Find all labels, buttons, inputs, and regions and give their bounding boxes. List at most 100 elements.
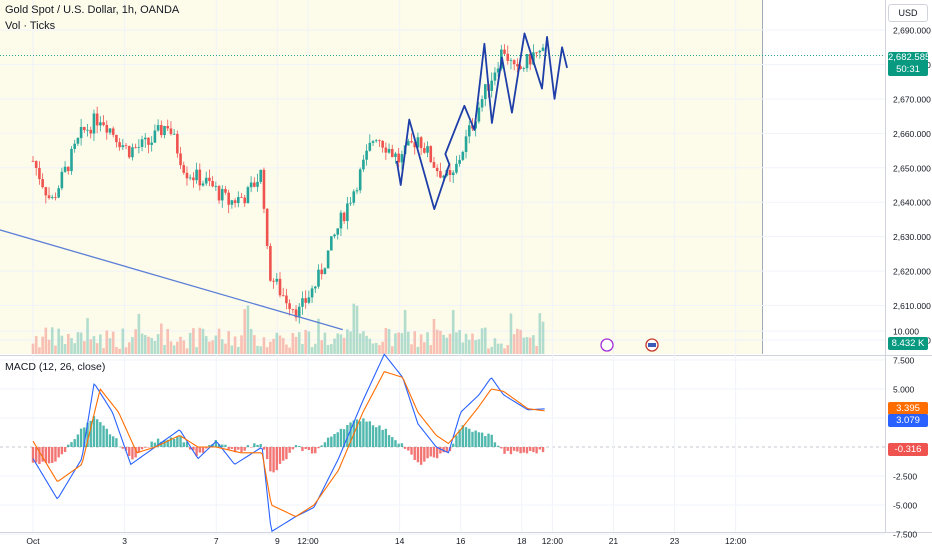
macd-tick-label: 7.500 (893, 356, 915, 366)
macd-histogram-bar (541, 447, 545, 453)
volume-bar (131, 337, 134, 354)
macd-histogram-bar (397, 443, 400, 447)
candle-body (275, 278, 279, 282)
volume-bar (410, 344, 413, 354)
volume-bar (474, 340, 477, 354)
macd-histogram-bar (410, 447, 413, 455)
volume-bars (31, 303, 545, 354)
volume-bar (496, 343, 500, 354)
macd-histogram-bar (269, 447, 272, 472)
macd-title[interactable]: MACD (12, 26, close) (5, 361, 106, 373)
macd-histogram-bar (301, 447, 304, 452)
symbol-title[interactable]: Gold Spot / U.S. Dollar, 1h, OANDA (5, 4, 180, 16)
macd-value-tag: 3.395 (888, 402, 928, 415)
candle-body (525, 54, 529, 69)
macd-histogram-bar (99, 422, 102, 447)
price-tick-label: 2,630.000 (893, 232, 931, 242)
volume-bar (233, 336, 237, 354)
macd-histogram-bar (224, 444, 227, 447)
macd-histogram-bar (265, 447, 269, 460)
candle-body (480, 99, 484, 108)
macd-histogram-bar (172, 438, 176, 447)
currency-button[interactable]: USD (888, 4, 928, 22)
candle-body (86, 129, 89, 131)
time-tick-label: 12:00 (297, 536, 319, 546)
macd-line (32, 353, 545, 533)
candle-body (362, 159, 365, 170)
volume-bar (297, 332, 301, 354)
candle-body (253, 182, 256, 187)
volume-bar (38, 347, 41, 354)
macd-histogram-bar (76, 434, 80, 447)
candle-body (281, 295, 285, 297)
candle-body (516, 64, 519, 67)
volume-bar (211, 340, 214, 354)
candle-body (204, 177, 208, 184)
volume-bar (458, 330, 461, 354)
volume-bar (429, 345, 433, 354)
price-tick-label: 2,640.000 (893, 198, 931, 208)
macd-histogram-bar (452, 443, 455, 447)
volume-bar (108, 338, 112, 354)
candle-body (323, 268, 327, 275)
time-tick-label: 12:00 (725, 536, 747, 546)
macd-histogram-bar (506, 447, 509, 451)
candle-body (374, 140, 378, 142)
volume-bar (541, 321, 545, 354)
candle-body (455, 163, 458, 173)
candle-body (111, 128, 115, 135)
macd-histogram-bar (41, 447, 44, 462)
candle-body (179, 153, 182, 166)
macd-histogram-bar (365, 421, 368, 447)
macd-histogram-bar (432, 447, 436, 458)
macd-histogram-bar (426, 447, 429, 459)
macd-histogram-bar (346, 425, 349, 447)
candle-body (118, 142, 121, 148)
volume-bar (477, 339, 481, 354)
macd-histogram-bar (95, 419, 99, 447)
volume-bar (365, 335, 368, 354)
volume-bar (519, 329, 522, 354)
macd-histogram-bar (512, 447, 516, 451)
candle-body (410, 141, 413, 143)
macd-histogram-bar (291, 447, 295, 450)
macd-histogram-bar (131, 447, 134, 460)
candle-body (140, 139, 144, 147)
volume-bar (227, 331, 230, 354)
candle-body (166, 126, 170, 129)
volume-bar (378, 345, 381, 354)
candle-body (227, 192, 230, 205)
volume-bar (326, 344, 330, 354)
macd-histogram-bar (538, 447, 542, 450)
candle-body (54, 197, 57, 198)
volume-bar (156, 334, 160, 354)
volume-label[interactable]: Vol · Ticks (5, 20, 56, 32)
macd-histogram-bar (439, 447, 442, 454)
volume-bar (435, 329, 439, 354)
volume-bar (317, 318, 320, 354)
macd-histogram-bar (445, 447, 448, 453)
time-tick-label: 14 (395, 536, 405, 546)
volume-bar (198, 327, 202, 354)
macd-histogram-bar (249, 447, 253, 448)
candle-body (333, 234, 336, 237)
volume-bar (127, 342, 131, 354)
macd-histogram-bar (435, 447, 439, 459)
candle-body (426, 146, 429, 153)
macd-histogram-bar (150, 441, 153, 447)
volume-bar (390, 346, 394, 354)
drawings[interactable] (0, 32, 659, 352)
candle-body (320, 269, 323, 275)
macd-histogram-bar (208, 444, 211, 447)
candle-body (243, 197, 247, 204)
macd-histogram-bar (333, 433, 336, 447)
candle-body (522, 68, 526, 70)
volume-bar (63, 344, 67, 354)
macd-histogram-bar (230, 447, 234, 449)
macd-histogram-bar (54, 447, 57, 462)
candle-body (38, 168, 41, 180)
volume-bar (66, 334, 70, 354)
volume-bar (288, 347, 291, 354)
macd-histogram-bar (124, 447, 128, 451)
